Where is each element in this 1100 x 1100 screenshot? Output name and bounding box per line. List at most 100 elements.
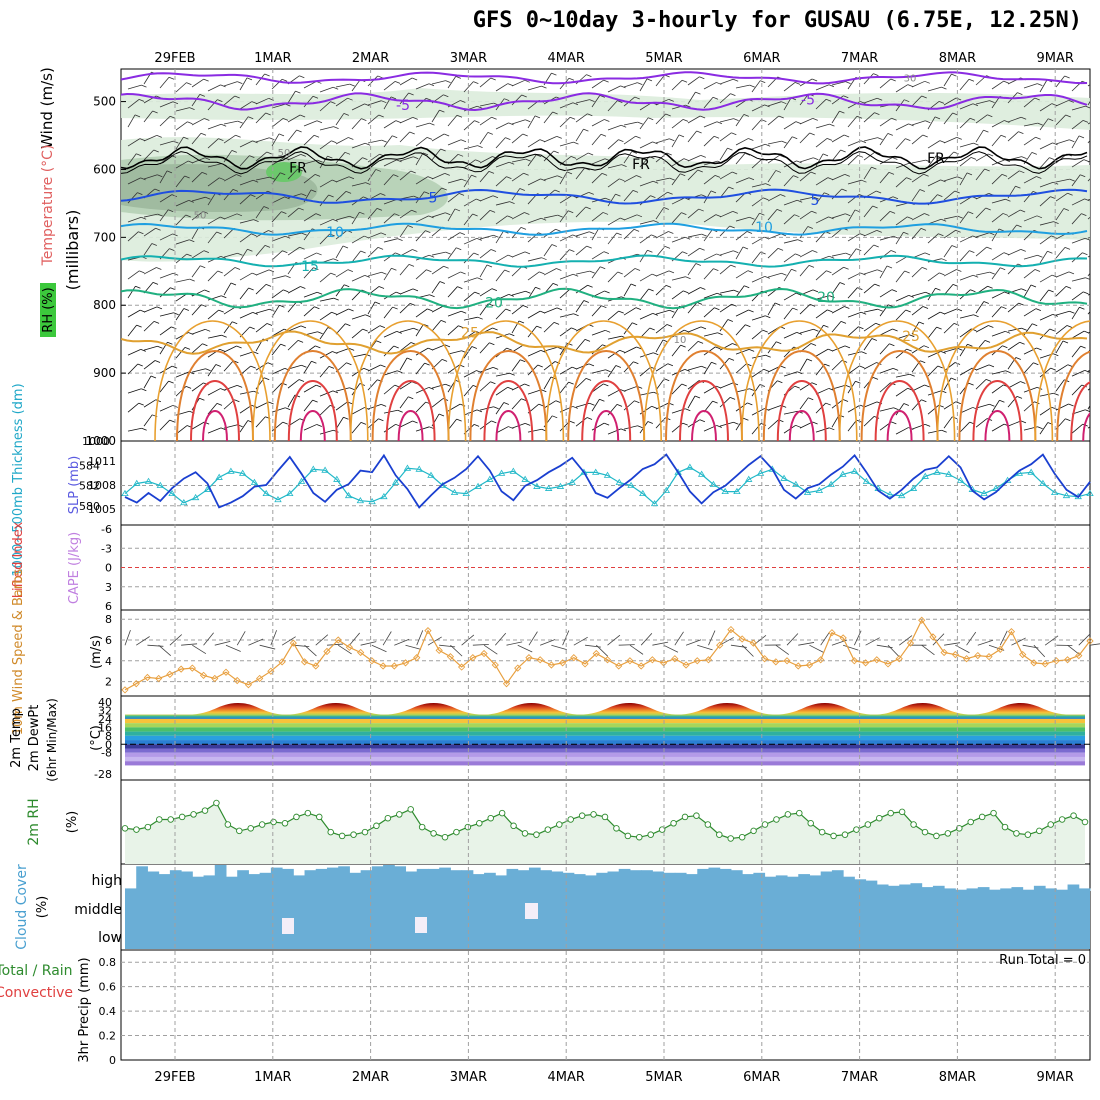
wind10-point (166, 670, 174, 678)
wind-barb (767, 233, 782, 240)
wind10-point (648, 656, 657, 664)
wind-barb-flag (845, 252, 851, 256)
wind-barb (1023, 136, 1036, 146)
wind-barb (783, 239, 798, 244)
wind-barb (671, 134, 680, 148)
wind-barb-flag (522, 305, 529, 308)
surface-heat-contour (788, 410, 815, 441)
temp-tick: 16 (98, 721, 112, 734)
wind-barb (591, 329, 606, 336)
wind-barb-flag (824, 363, 830, 367)
wind-barb-flag (843, 134, 850, 138)
wind-barb-flag (813, 196, 819, 200)
wind-barb (543, 307, 558, 314)
wind-barb-flag (492, 195, 499, 199)
wind10-point (547, 661, 556, 669)
wind-barb (175, 82, 187, 93)
wind-barb-flag (348, 308, 354, 312)
wind10-point (502, 680, 511, 688)
wind-barb (447, 286, 458, 298)
wind10-point (233, 676, 241, 685)
wind-barb-flag (589, 231, 595, 235)
wind10-point (536, 656, 544, 664)
wind-barb-flag (333, 297, 339, 301)
wind-barb-flag (871, 338, 877, 341)
temp-band (125, 752, 1085, 757)
wind-barb-flag (1051, 103, 1058, 106)
wind-barb-flag (524, 212, 530, 215)
wind-barb (159, 233, 173, 241)
wind-barb-flag (749, 84, 755, 88)
rh2m-point (350, 831, 357, 838)
wind-barb (1071, 384, 1083, 396)
wind-barb-flag (890, 250, 897, 253)
wind-barb (191, 304, 202, 316)
wind-barb-flag (312, 399, 318, 403)
wind-barb (719, 250, 734, 256)
wind-barb-flag (683, 158, 690, 161)
wind-barb (575, 363, 590, 370)
wind-barb-flag (697, 341, 704, 344)
wind-barb (575, 113, 588, 123)
wind10-point (704, 656, 713, 664)
wind-barb-flag (412, 420, 418, 424)
wind-barb-flag (408, 263, 415, 267)
wind-barb-flag (488, 170, 495, 174)
wind-barb (959, 407, 973, 414)
wind-barb-flag (615, 365, 621, 368)
wind-barb-flag (600, 133, 607, 137)
rh-legend-swatch (40, 283, 56, 337)
wind-barb (671, 276, 686, 281)
wind-barb-flag (473, 424, 480, 427)
temp-band (125, 735, 1085, 741)
wind-barb (143, 360, 156, 370)
wind-barb (847, 140, 862, 147)
cloud-high-bar (192, 876, 205, 891)
wind-barb-flag (410, 170, 416, 174)
wind-barb-flag (1065, 418, 1071, 422)
wind-barb (287, 232, 302, 237)
wind-barb (415, 122, 430, 128)
wind-barb (767, 272, 782, 278)
wind-barb-flag (968, 78, 975, 82)
wind-barb (847, 101, 861, 109)
wind-barb-flag (637, 82, 643, 86)
wind-barb (895, 348, 907, 359)
wind10-point (211, 674, 219, 683)
wind-barb-flag (173, 272, 179, 276)
slp-tick: 1008 (88, 479, 116, 492)
wind-barb-flag (490, 77, 496, 81)
wind10-point (424, 627, 432, 635)
cloud-high-bar (775, 875, 788, 891)
wind-barb-flag (541, 389, 547, 393)
wind-barb-flag (312, 95, 319, 99)
wind-barb (751, 384, 761, 397)
wind-barb (255, 416, 266, 428)
rh2m-point (373, 822, 380, 830)
wind-barb (751, 197, 764, 207)
wind-barb (655, 74, 665, 87)
temp-band (125, 718, 1085, 724)
wind-barb (351, 211, 360, 225)
wind-barb (271, 250, 283, 261)
wind10-point (1030, 659, 1038, 667)
wind10-barb (382, 631, 392, 646)
wind-barb-flag (317, 331, 323, 335)
wind-barb (207, 163, 222, 168)
wind-barb (799, 304, 811, 315)
wind-barb-flag (217, 99, 223, 102)
wind-barb (703, 121, 718, 128)
wind-barb (383, 213, 395, 224)
temp-tick: -28 (94, 768, 112, 781)
wind-barb-flag (630, 283, 637, 287)
wind-barb (879, 78, 891, 89)
wind-barb-flag (426, 269, 432, 273)
wind-barb-flag (203, 250, 210, 254)
wind-barb (351, 103, 365, 111)
wind-barb (367, 247, 379, 258)
wind-barb (783, 214, 795, 225)
cloud-high-bar (899, 884, 911, 891)
wind-barb (399, 357, 408, 371)
wind-barb-flag (1063, 208, 1069, 211)
